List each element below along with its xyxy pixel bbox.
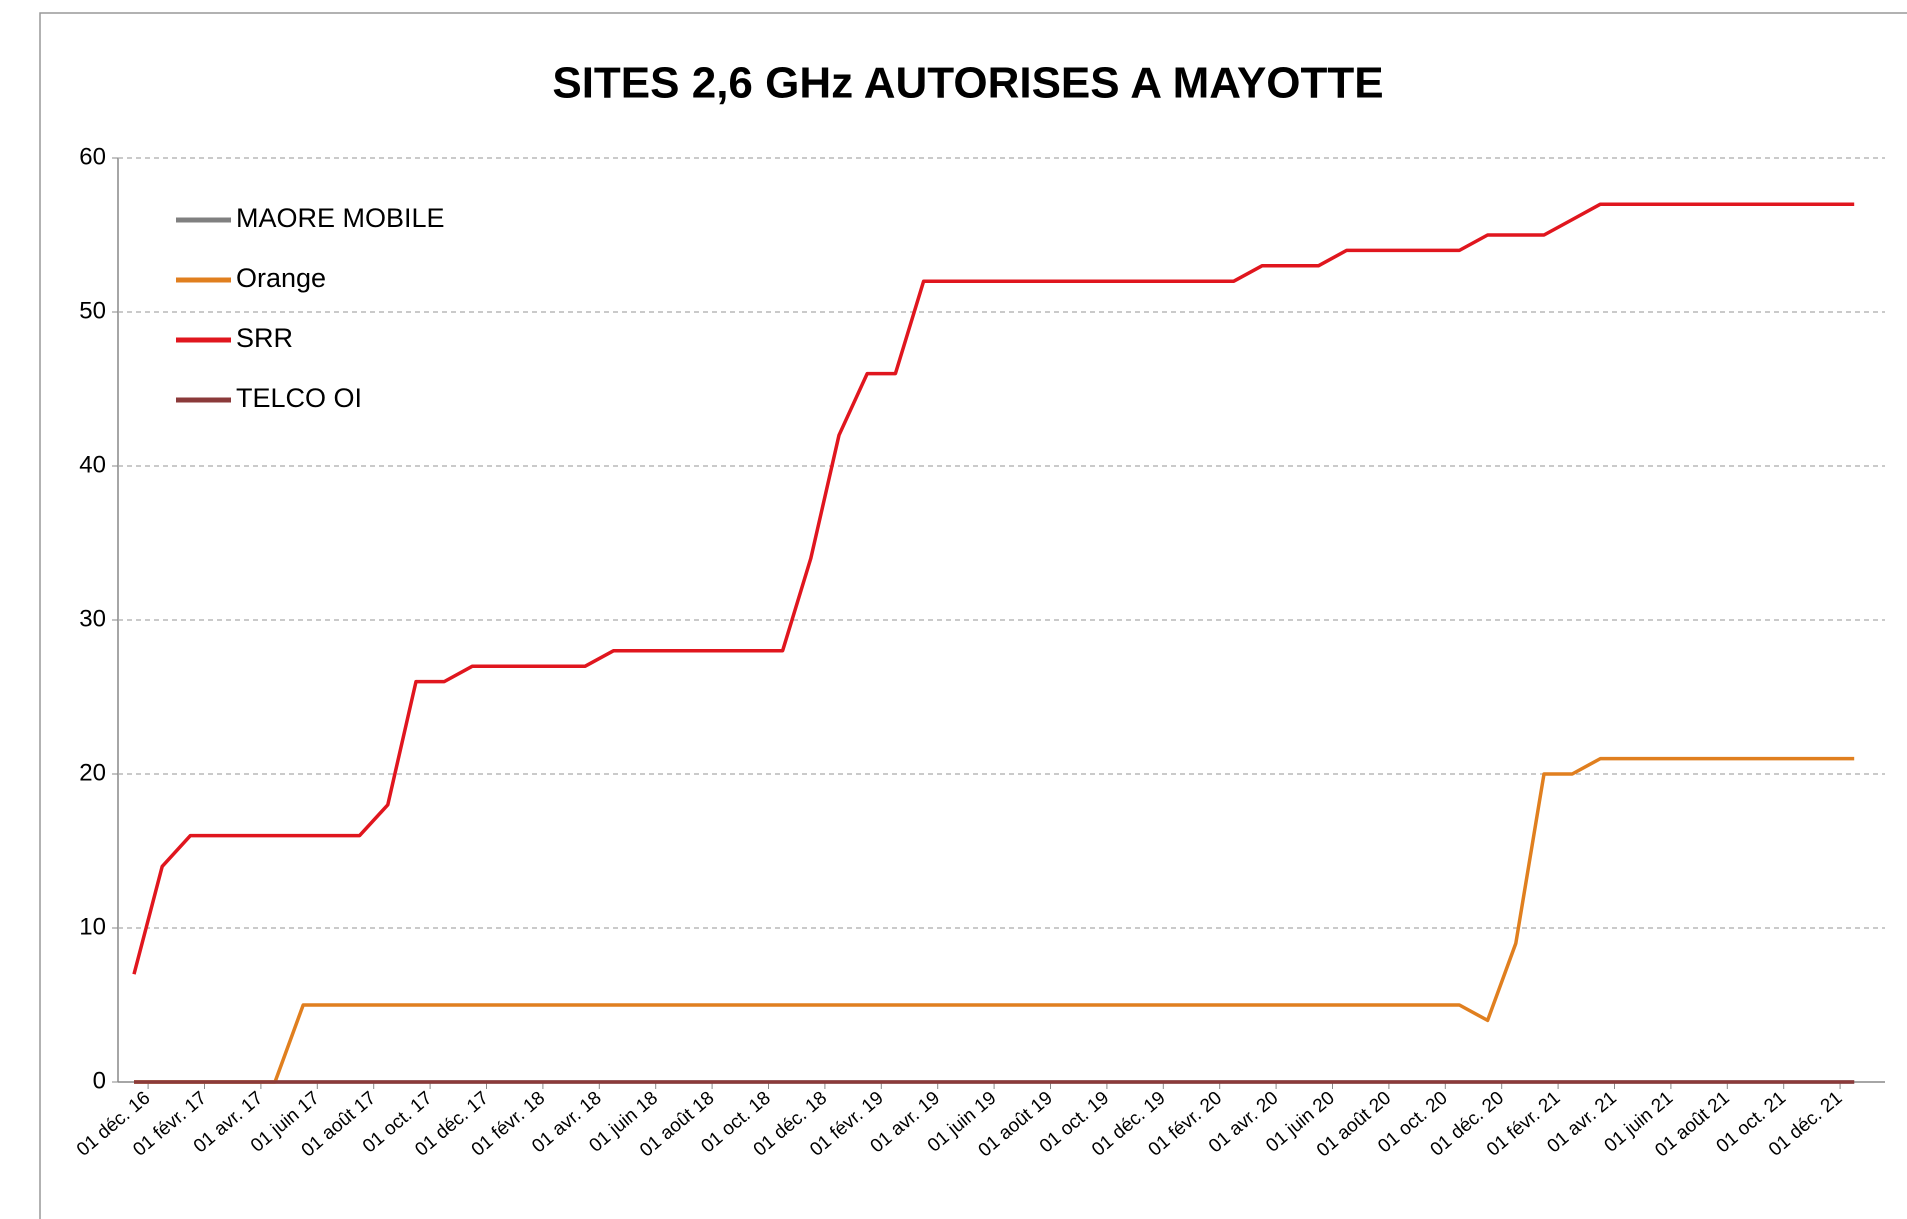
y-tick-label: 40 xyxy=(79,451,106,478)
chart-title: SITES 2,6 GHz AUTORISES A MAYOTTE xyxy=(552,59,1383,108)
y-tick-label: 20 xyxy=(79,759,106,786)
chart-frame xyxy=(39,12,1907,1219)
y-tick-label: 30 xyxy=(79,605,106,632)
series-line xyxy=(134,756,1855,1084)
y-tick-label: 10 xyxy=(79,913,106,940)
y-tick-label: 50 xyxy=(79,297,106,324)
y-tick-label: 0 xyxy=(93,1067,106,1094)
legend-label: Orange xyxy=(236,263,326,293)
legend-label: SRR xyxy=(236,323,293,353)
y-tick-label: 60 xyxy=(79,143,106,170)
legend-label: TELCO OI xyxy=(236,383,362,413)
series-line xyxy=(132,202,1855,975)
legend-label: MAORE MOBILE xyxy=(236,203,445,233)
